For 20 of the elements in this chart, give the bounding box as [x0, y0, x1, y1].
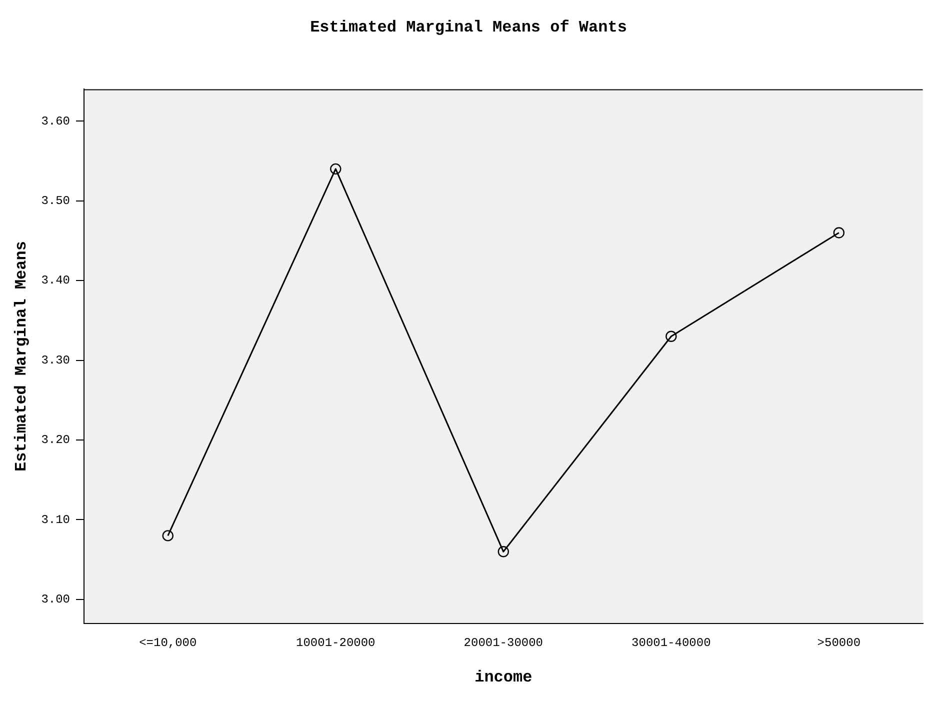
y-tick-label: 3.20	[41, 433, 70, 448]
chart-title: Estimated Marginal Means of Wants	[310, 18, 627, 37]
x-tick-label: <=10,000	[139, 636, 197, 650]
x-axis-title: income	[474, 668, 532, 686]
point	[666, 330, 677, 342]
y-tick-label: 3.50	[41, 194, 70, 208]
y-tick-label: 3.40	[41, 274, 70, 288]
y-tick-label: 3.60	[41, 114, 70, 128]
y-tick-label: 3.00	[41, 592, 70, 607]
point	[162, 530, 174, 542]
point	[330, 163, 342, 175]
x-tick-label: 30001-40000	[632, 636, 711, 650]
point	[833, 227, 845, 238]
point	[498, 546, 509, 558]
x-tick-label: 10001-20000	[296, 636, 376, 650]
x-tick-label: 20001-30000	[464, 636, 544, 650]
x-tick-label: >50000	[817, 636, 861, 650]
y-tick-label: 3.30	[41, 353, 70, 368]
y-tick-label: 3.10	[41, 512, 70, 527]
y-axis-title: Estimated Marginal Means	[12, 241, 31, 472]
